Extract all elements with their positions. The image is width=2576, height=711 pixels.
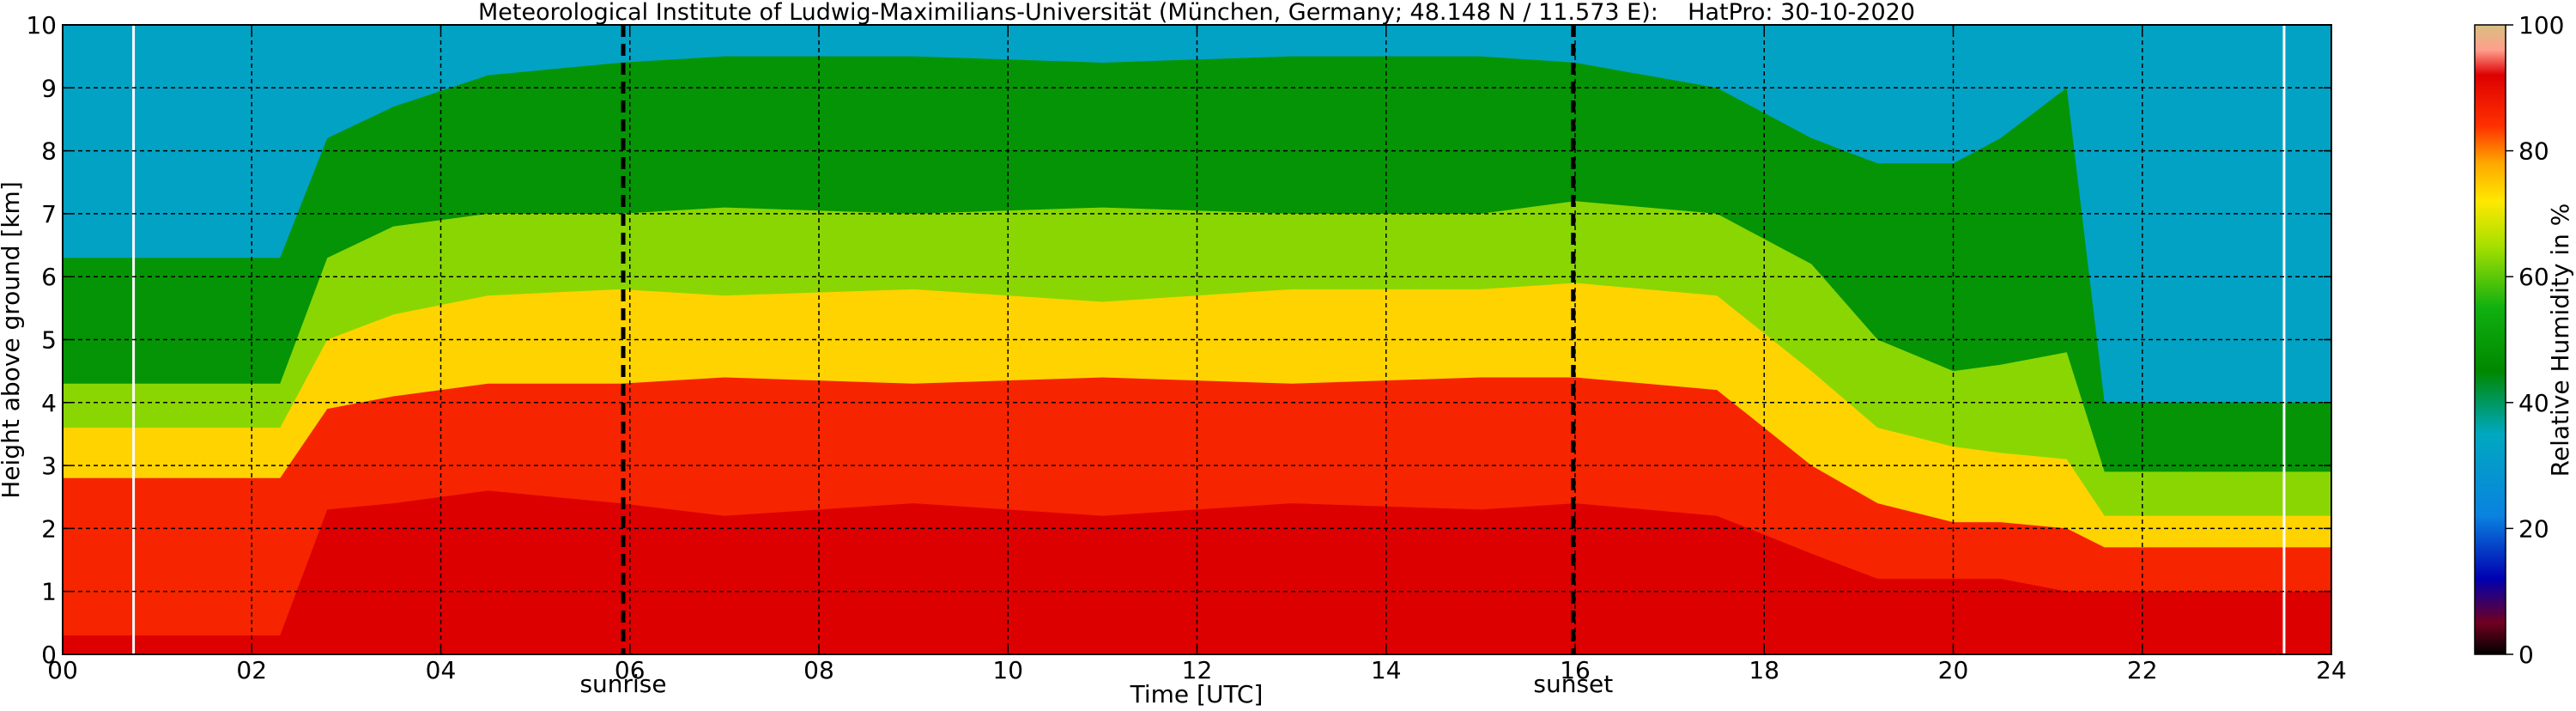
x-tick-label: 24	[2316, 656, 2347, 684]
x-tick-label: 00	[47, 656, 78, 684]
y-tick-label: 0	[41, 641, 57, 669]
y-tick-label: 1	[41, 578, 57, 606]
x-tick-label: 08	[803, 656, 834, 684]
colorbar-label: Relative Humidity in %	[2546, 204, 2574, 477]
x-tick-label: 20	[1938, 656, 1969, 684]
y-axis: 0 1 2 3 4 5 6 7 8 9 10	[26, 11, 2331, 669]
y-tick-label: 7	[41, 200, 57, 228]
colorbar-gradient	[2474, 24, 2506, 655]
y-tick-label: 3	[41, 452, 57, 480]
colorbar-tick-label: 60	[2518, 263, 2549, 291]
x-axis-label: Time [UTC]	[1130, 680, 1264, 708]
y-tick-label: 10	[26, 11, 57, 40]
colorbar: 0 20 40 60 80 100 Relative Humidity in %	[2474, 11, 2574, 669]
colorbar-tick-label: 20	[2518, 514, 2549, 543]
colorbar-tick-label: 100	[2518, 11, 2564, 40]
x-axis: 00 02 04 06 08 10 12 14 16 18 20 22 24	[47, 25, 2347, 684]
y-tick-label: 4	[41, 389, 57, 417]
x-tick-label: 16	[1560, 656, 1591, 684]
x-tick-label: 14	[1371, 656, 1402, 684]
y-axis-label: Height above ground [km]	[0, 181, 25, 499]
colorbar-tick-label: 0	[2518, 641, 2534, 669]
colorbar-ticks: 0 20 40 60 80 100	[2506, 11, 2564, 669]
x-tick-label: 12	[1182, 656, 1213, 684]
y-tick-label: 8	[41, 137, 57, 166]
sunrise-label: sunrise	[579, 670, 666, 698]
sunset-label: sunset	[1533, 670, 1613, 698]
event-labels: sunrise sunset	[579, 670, 1613, 698]
x-tick-label: 18	[1749, 656, 1779, 684]
y-tick-label: 6	[41, 263, 57, 291]
y-tick-label: 5	[41, 326, 57, 355]
colorbar-tick-label: 40	[2518, 389, 2549, 417]
chart-title: Meteorological Institute of Ludwig-Maxim…	[478, 0, 1915, 26]
y-tick-label: 9	[41, 74, 57, 102]
x-tick-label: 02	[236, 656, 267, 684]
x-tick-label: 22	[2127, 656, 2158, 684]
x-tick-label: 04	[426, 656, 457, 684]
y-tick-label: 2	[41, 514, 57, 543]
x-tick-label: 06	[615, 656, 646, 684]
x-tick-label: 10	[992, 656, 1023, 684]
colorbar-tick-label: 80	[2518, 137, 2549, 166]
